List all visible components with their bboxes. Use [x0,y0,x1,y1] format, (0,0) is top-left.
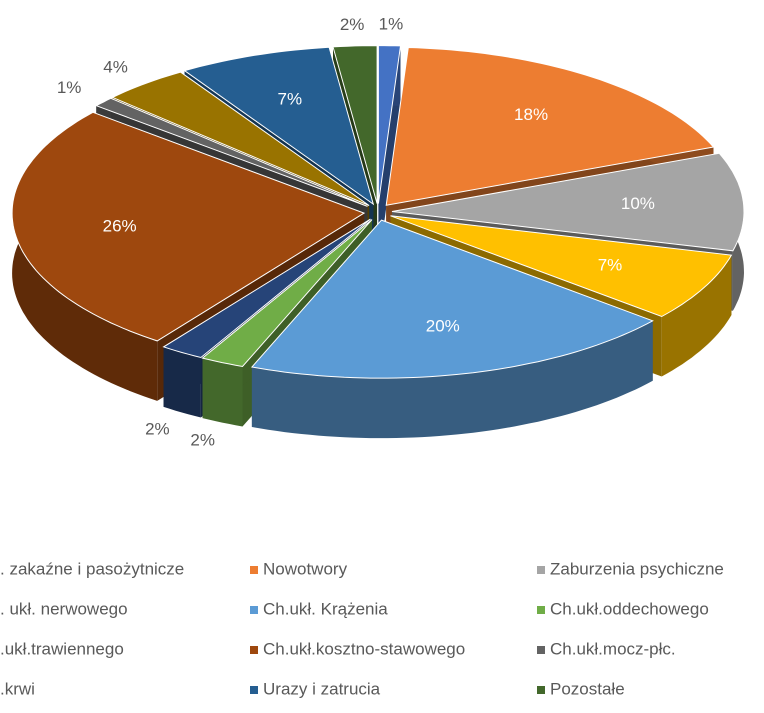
slice [385,46,715,206]
data-label: 26% [103,216,137,235]
legend-label: Ch.ukł.oddechowego [550,599,709,618]
slice [162,218,371,359]
data-label: 2% [340,15,365,34]
legend-swatch [537,606,545,614]
legend-swatch [250,646,258,654]
slice-side [251,320,653,439]
legend-label: .ukł.trawiennego [0,639,124,658]
legend-swatch [250,566,258,574]
legend-label: Nowotwory [263,559,348,578]
slice-side [661,255,732,377]
legend-swatch [537,686,545,694]
legend-label: . zakaźne i pasożytnicze [0,559,184,578]
legend-label: Ch.ukł. Krążenia [263,599,388,618]
slice [111,71,370,206]
slice [250,219,654,379]
slice-side [163,346,201,418]
data-label: 7% [598,256,623,275]
legend-label: .krwi [0,679,35,698]
slice [391,152,745,252]
data-label: 20% [426,317,460,336]
legend-label: Ch.ukł.kosztno-stawowego [263,639,465,658]
legend-label: Ch.ukł.mocz-płc. [550,639,676,658]
data-label: 4% [103,57,128,76]
slice-side [202,358,243,427]
legend-swatch [250,686,258,694]
legend-swatch [537,566,545,574]
slice [332,45,378,204]
legend-swatch [250,606,258,614]
legend-label: Zaburzenia psychiczne [550,559,724,578]
slice [183,46,375,206]
slice [390,215,733,318]
slice [201,219,373,368]
data-label: 2% [190,431,215,450]
data-label: 10% [621,194,655,213]
slice-side [202,219,372,419]
legend-label: Pozostałe [550,679,625,698]
legend-swatch [537,646,545,654]
slice [377,45,402,204]
slice [11,111,366,342]
data-label: 1% [57,78,82,97]
data-label: 18% [514,105,548,124]
slice [95,97,368,207]
data-label: 7% [278,90,303,109]
legend-label: . ukł. nerwowego [0,599,128,618]
data-label: 2% [145,419,170,438]
legend-label: Urazy i zatrucia [263,679,381,698]
data-label: 1% [379,15,404,34]
